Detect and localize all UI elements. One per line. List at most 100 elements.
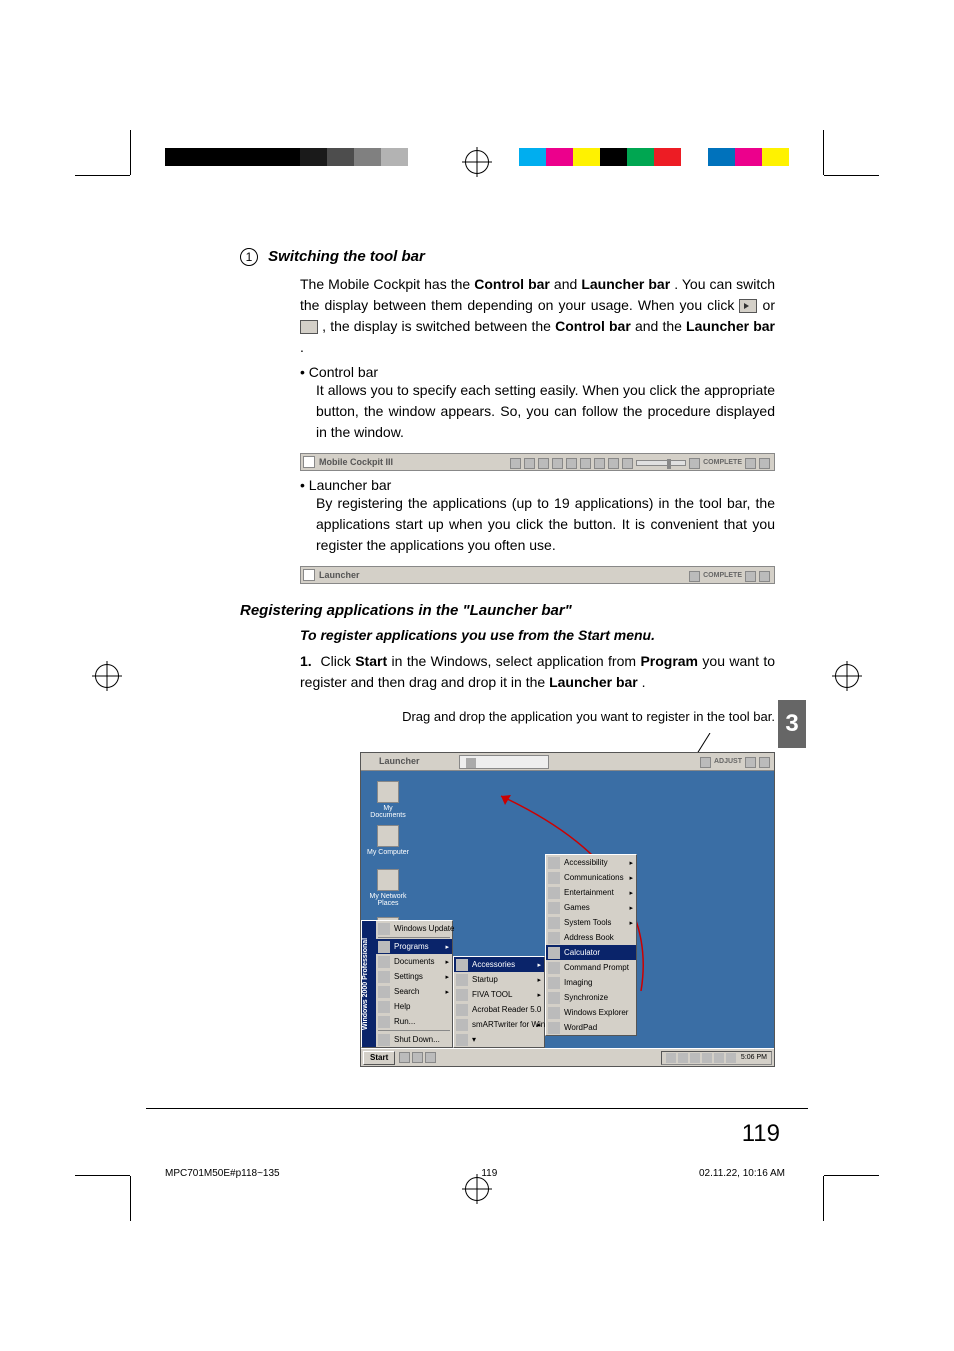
desktop-icon-network: My Network Places (365, 869, 411, 907)
switch-icon-box (300, 320, 318, 334)
heading-switching-toolbar: 1 Switching the tool bar (240, 248, 775, 266)
toolbar-slider (636, 460, 686, 466)
submenu-item[interactable]: Accessories▸ (454, 957, 544, 972)
registration-mark (465, 1177, 489, 1201)
text: . (300, 339, 304, 355)
tray-icon (666, 1053, 676, 1063)
submenu-item[interactable]: Startup▸ (454, 972, 544, 987)
text-bold: Launcher bar (686, 318, 775, 334)
toolbar-status: COMPLETE (703, 568, 742, 584)
crop-mark (823, 130, 824, 175)
start-menu-item[interactable]: Search▸ (376, 984, 452, 999)
submenu-item[interactable]: System Tools▸ (546, 915, 636, 930)
clock: 5:06 PM (741, 1054, 767, 1061)
toolbar-icon (524, 458, 535, 469)
crop-mark (130, 130, 131, 175)
tray-icon (714, 1053, 724, 1063)
text: The Mobile Cockpit has the (300, 276, 474, 292)
toggle-icon (303, 456, 315, 468)
submenu-item[interactable]: WordPad (546, 1020, 636, 1035)
heading-text: Switching the tool bar (268, 248, 425, 265)
toolbar-icon (745, 571, 756, 582)
submenu-item[interactable]: Calculator (546, 945, 636, 960)
toolbar-icon (622, 458, 633, 469)
start-button[interactable]: Start (363, 1051, 395, 1065)
toolbar-icon (538, 458, 549, 469)
step-number: 1. (300, 653, 312, 669)
start-menu-item[interactable]: Run... (376, 1014, 452, 1029)
start-menu-item[interactable]: Documents▸ (376, 954, 452, 969)
footer-timestamp: 02.11.22, 10:16 AM (699, 1168, 785, 1179)
submenu-item[interactable]: Imaging (546, 975, 636, 990)
toggle-icon (303, 569, 315, 581)
submenu-item[interactable]: Synchronize (546, 990, 636, 1005)
heading-registering: Registering applications in the "Launche… (240, 602, 775, 619)
text: Launcher bar (309, 477, 392, 493)
crop-mark (75, 1175, 130, 1176)
submenu-item[interactable]: Games▸ (546, 900, 636, 915)
toolbar-icon (745, 757, 756, 768)
icon-label: My Network Places (370, 893, 407, 907)
footer-info: MPC701M50E#p118~135 119 02.11.22, 10:16 … (165, 1168, 785, 1179)
circled-number: 1 (240, 248, 258, 266)
start-menu-item[interactable]: Shut Down... (376, 1032, 452, 1047)
page-number: 119 (742, 1120, 780, 1148)
start-menu-item[interactable]: Windows Update (376, 921, 452, 936)
crop-mark (823, 1176, 824, 1221)
quicklaunch-icon (399, 1052, 410, 1063)
switch-icon-arrow (739, 299, 757, 313)
toolbar-icon (566, 458, 577, 469)
toolbar-buttons: COMPLETE (689, 568, 770, 584)
control-bar-screenshot: Mobile Cockpit III COMPLETE (300, 453, 775, 471)
desktop-screenshot: Launcher ADJUST My Documents My Computer… (360, 752, 775, 1067)
toolbar-icon (689, 571, 700, 582)
bullet-control-bar: • Control bar (300, 364, 775, 380)
toolbar-icon (510, 458, 521, 469)
submenu-programs: Accessories▸Startup▸FIVA TOOL▸Acrobat Re… (453, 956, 545, 1048)
submenu-accessories: Accessibility▸Communications▸Entertainme… (545, 854, 637, 1036)
step-1: 1. Click Start in the Windows, select ap… (300, 651, 775, 693)
icon-label: My Computer (367, 849, 409, 856)
start-menu-item[interactable]: Help (376, 999, 452, 1014)
start-menu-item[interactable]: Programs▸ (376, 939, 452, 954)
footer-page: 119 (481, 1168, 497, 1179)
toolbar-buttons: COMPLETE (510, 455, 770, 471)
text: Control bar (309, 364, 378, 380)
color-bar-right (519, 148, 789, 166)
submenu-item[interactable]: smARTwriter for Windows NT▸ (454, 1017, 544, 1032)
registration-mark (835, 664, 859, 688)
registration-mark (465, 150, 489, 174)
toolbar-icon (608, 458, 619, 469)
bullet-launcher-bar-desc: By registering the applications (up to 1… (316, 493, 775, 556)
text: , the display is switched between the (322, 318, 555, 334)
bullet-launcher-bar: • Launcher bar (300, 477, 775, 493)
toolbar-icon (759, 571, 770, 582)
bullet-control-bar-desc: It allows you to specify each setting ea… (316, 380, 775, 443)
text-bold: Control bar (555, 318, 631, 334)
launcher-bar: Launcher ADJUST (361, 753, 774, 771)
submenu-item[interactable]: Windows Explorer (546, 1005, 636, 1020)
submenu-item[interactable]: Accessibility▸ (546, 855, 636, 870)
text-bold: Launcher bar (549, 674, 638, 690)
toolbar-icon (759, 757, 770, 768)
text-bold: Start (355, 653, 387, 669)
drag-drop-caption: Drag and drop the application you want t… (240, 709, 775, 724)
start-menu: Windows 2000 Professional Windows Update… (361, 920, 453, 1048)
submenu-item[interactable]: FIVA TOOL▸ (454, 987, 544, 1002)
toolbar-icon (700, 757, 711, 768)
subheading-register: To register applications you use from th… (300, 627, 775, 643)
launcher-right: ADJUST (700, 754, 770, 770)
submenu-item[interactable]: Acrobat Reader 5.0 (454, 1002, 544, 1017)
submenu-item[interactable]: Entertainment▸ (546, 885, 636, 900)
start-menu-item[interactable]: Settings▸ (376, 969, 452, 984)
submenu-item[interactable]: ▾ (454, 1032, 544, 1047)
computer-icon (377, 825, 399, 847)
toolbar-icon (689, 458, 700, 469)
toolbar-status: ADJUST (714, 754, 742, 770)
submenu-item[interactable]: Address Book (546, 930, 636, 945)
submenu-item[interactable]: Communications▸ (546, 870, 636, 885)
text: in the Windows, select application from (392, 653, 641, 669)
launcher-title: Launcher (379, 756, 420, 766)
intro-paragraph: The Mobile Cockpit has the Control bar a… (300, 274, 775, 358)
submenu-item[interactable]: Command Prompt (546, 960, 636, 975)
